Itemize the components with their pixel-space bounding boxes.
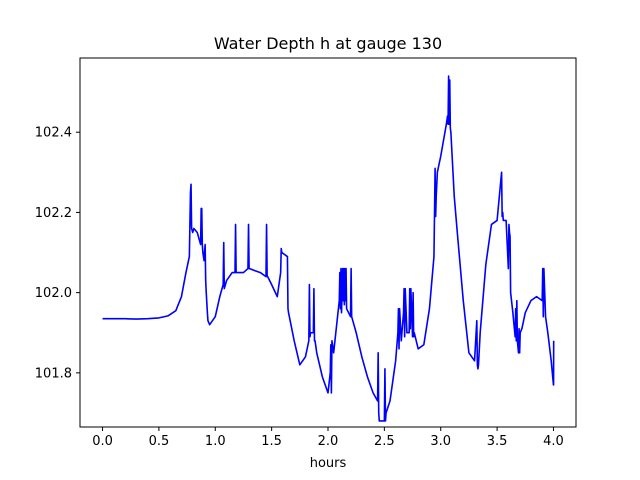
y-axis-ticks: 101.8 102.0 102.2 102.4	[35, 126, 80, 381]
y-tick-label: 101.8	[35, 366, 72, 381]
chart-title: Water Depth h at gauge 130	[214, 34, 442, 53]
axes-frame	[79, 57, 577, 428]
x-tick-label: 3.0	[430, 434, 451, 449]
x-tick-label: 1.5	[261, 434, 282, 449]
y-tick-label: 102.4	[35, 126, 72, 141]
x-axis-label: hours	[310, 456, 347, 471]
x-tick-label: 2.5	[374, 434, 395, 449]
x-tick-label: 3.5	[487, 434, 508, 449]
x-tick-label: 1.0	[205, 434, 226, 449]
y-tick-label: 102.2	[35, 206, 72, 221]
x-tick-label: 4.0	[543, 434, 564, 449]
y-tick-label: 102.0	[35, 286, 72, 301]
series-line-0	[102, 75, 555, 422]
x-tick-label: 2.0	[318, 434, 339, 449]
plot-area	[102, 75, 555, 422]
x-tick-label: 0.5	[149, 434, 170, 449]
x-tick-label: 0.0	[92, 434, 113, 449]
x-axis-ticks: 0.0 0.5 1.0 1.5 2.0 2.5 3.0 3.5 4.0	[92, 427, 564, 449]
